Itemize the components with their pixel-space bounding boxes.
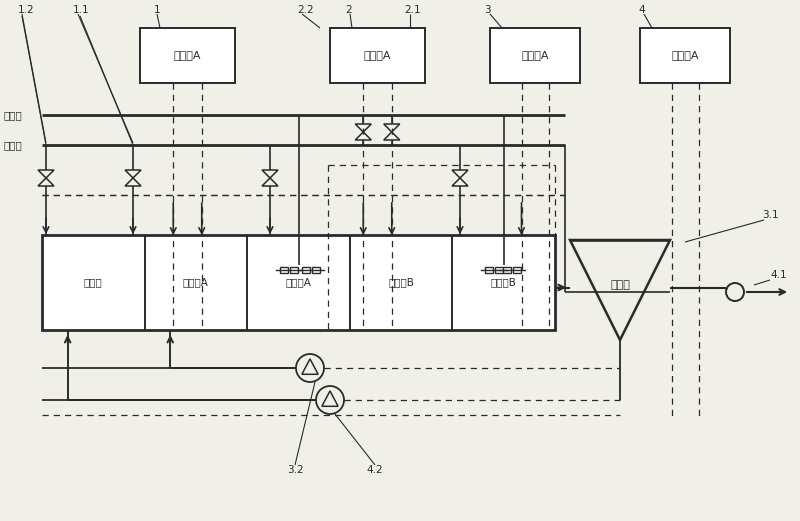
Bar [513,267,521,273]
Text: 缺氧池A: 缺氧池A [183,278,209,288]
Text: 2.1: 2.1 [404,5,421,15]
Text: 2.2: 2.2 [297,5,314,15]
Text: 1.2: 1.2 [18,5,34,15]
Text: 控制器A: 控制器A [174,51,202,60]
Text: 好氧池B: 好氧池B [490,278,517,288]
Text: 4: 4 [638,5,645,15]
Text: 好氧池A: 好氧池A [286,278,311,288]
Text: 曝气管: 曝气管 [4,110,22,120]
Text: 4.1: 4.1 [770,270,786,280]
Bar [494,267,502,273]
Text: 二沉池: 二沉池 [610,280,630,290]
Text: 3.1: 3.1 [762,210,778,220]
Bar [330,28,425,83]
Bar [485,267,493,273]
Bar [42,235,555,330]
Text: 控制器A: 控制器A [671,51,698,60]
Text: 4.2: 4.2 [366,465,383,475]
Text: 1.1: 1.1 [73,5,90,15]
Text: 3.2: 3.2 [286,465,303,475]
Bar [140,28,235,83]
Text: 污水管: 污水管 [4,140,22,150]
Bar [279,267,287,273]
Text: 3: 3 [484,5,490,15]
Text: 1: 1 [154,5,161,15]
Text: 厌氧池: 厌氧池 [84,278,102,288]
Text: 缺氧池B: 缺氧池B [388,278,414,288]
Bar [502,267,510,273]
Bar [302,267,310,273]
Bar [311,267,319,273]
Bar [640,28,730,83]
Text: 控制器A: 控制器A [364,51,391,60]
Bar [290,267,298,273]
Text: 控制器A: 控制器A [522,51,549,60]
Bar [490,28,580,83]
Text: 2: 2 [345,5,352,15]
